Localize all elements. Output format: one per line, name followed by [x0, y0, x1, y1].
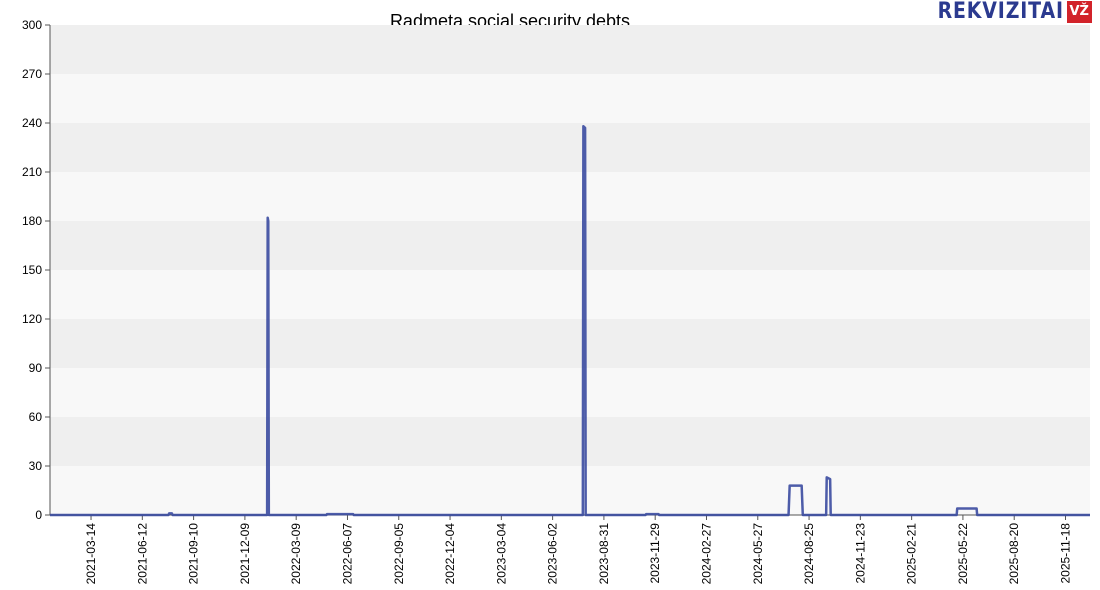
x-tick-label: 2021-03-14 [84, 523, 98, 585]
x-tick-label: 2021-12-09 [238, 523, 252, 585]
x-tick-label: 2024-05-27 [751, 523, 765, 585]
x-tick-label: 2023-08-31 [597, 523, 611, 585]
x-tick-label: 2022-03-09 [289, 523, 303, 585]
logo-text: REKVIZITAI [937, 0, 1064, 24]
y-tick-label: 300 [22, 18, 42, 32]
x-tick-label: 2023-06-02 [546, 523, 560, 585]
x-tick-label: 2024-02-27 [699, 523, 713, 585]
y-tick-label: 240 [22, 116, 42, 130]
y-tick-label: 120 [22, 312, 42, 326]
x-tick-label: 2022-12-04 [443, 523, 457, 585]
x-tick-label: 2025-02-21 [905, 523, 919, 585]
y-tick-label: 60 [29, 410, 43, 424]
grid-band [50, 221, 1090, 270]
x-tick-label: 2021-06-12 [135, 523, 149, 585]
x-tick-label: 2025-08-20 [1007, 523, 1021, 585]
series-line [50, 125, 1090, 517]
y-tick-label: 30 [29, 459, 43, 473]
y-tick-label: 0 [35, 508, 42, 522]
y-tick-label: 210 [22, 165, 42, 179]
grid-band [50, 319, 1090, 368]
grid-band [50, 172, 1090, 221]
x-axis-ticks: 2021-03-14 2021-06-12 2021-09-10 2021-12-09… [84, 515, 1072, 584]
x-tick-label: 2024-08-25 [802, 523, 816, 585]
y-tick-label: 270 [22, 67, 42, 81]
grid-band [50, 25, 1090, 74]
y-tick-label: 90 [29, 361, 43, 375]
grid-band [50, 74, 1090, 123]
grid-band [50, 270, 1090, 319]
grid-band [50, 417, 1090, 466]
y-tick-label: 150 [22, 263, 42, 277]
x-tick-label: 2025-05-22 [956, 523, 970, 585]
x-tick-label: 2021-09-10 [187, 523, 201, 585]
logo-badge: VŽ [1066, 1, 1092, 23]
grid-band [50, 466, 1090, 515]
rekvizitai-logo[interactable]: REKVIZITAI VŽ [917, 0, 1092, 24]
x-tick-label: 2022-06-07 [340, 523, 354, 585]
grid-band [50, 368, 1090, 417]
x-tick-label: 2023-11-29 [648, 523, 662, 584]
y-tick-label: 180 [22, 214, 42, 228]
series-lines [50, 125, 1090, 517]
y-axis-ticks: 0 30 60 90 120 150 180 210 240 270 300 [22, 18, 50, 522]
x-tick-label: 2024-11-23 [853, 523, 867, 584]
grid-bands [50, 25, 1090, 515]
x-tick-label: 2022-09-05 [392, 523, 406, 585]
x-tick-label: 2025-11-18 [1058, 523, 1072, 584]
x-tick-label: 2023-03-04 [494, 523, 508, 585]
grid-band [50, 123, 1090, 172]
